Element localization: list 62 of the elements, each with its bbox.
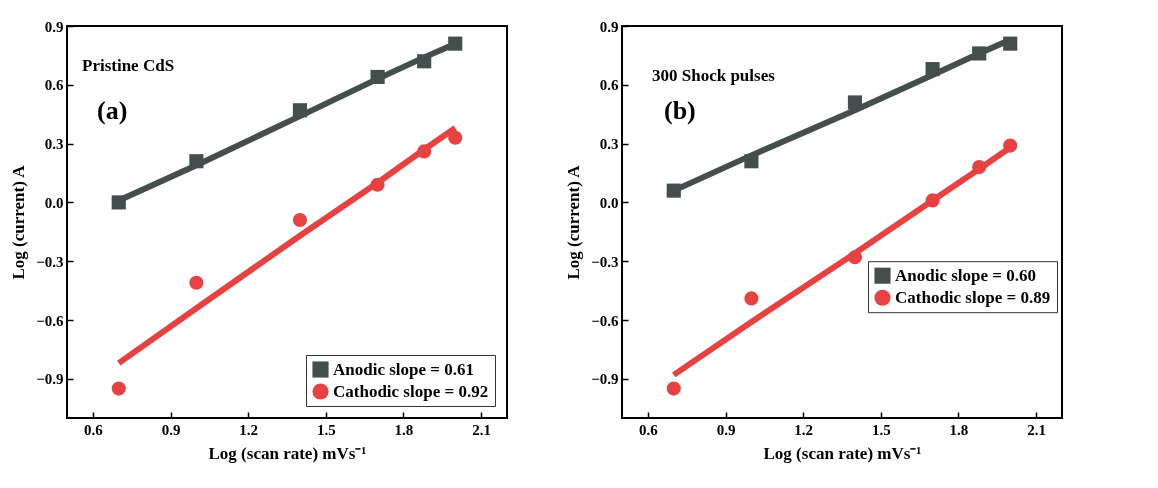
x-tick-label: 1.5	[871, 421, 891, 438]
y-tick-label: 0.9	[44, 18, 64, 35]
y-tick-label: −0.3	[591, 253, 619, 270]
x-axis-title: Log (scan rate) mVs⁻¹	[763, 443, 922, 463]
y-tick-label: 0.6	[599, 77, 619, 94]
point	[925, 193, 940, 208]
y-tick-label: −0.6	[591, 312, 619, 329]
point	[292, 103, 308, 118]
point	[744, 291, 759, 306]
legend-label: Anodic slope = 0.60	[895, 265, 1036, 285]
y-axis-title: Log (current) A	[9, 164, 29, 280]
y-tick-label: 0.0	[44, 194, 64, 211]
point	[189, 154, 204, 169]
y-tick-label: −0.6	[36, 312, 64, 329]
x-tick-label: 1.8	[949, 421, 969, 438]
y-tick-label: 0.0	[599, 194, 619, 211]
x-tick-label: 2.1	[1027, 421, 1046, 438]
point	[448, 130, 463, 145]
legend-label: Anodic slope = 0.61	[333, 359, 474, 379]
point	[292, 212, 308, 228]
point	[972, 160, 987, 175]
point	[847, 250, 863, 265]
y-tick-label: 0.9	[599, 18, 619, 35]
y-tick-label: 0.3	[599, 136, 619, 153]
legend-label: Cathodic slope = 0.92	[333, 381, 489, 401]
y-tick-label: −0.9	[591, 371, 619, 388]
x-tick-label: 1.2	[239, 421, 259, 438]
point	[111, 381, 126, 396]
point	[666, 183, 681, 198]
x-tick-label: 1.8	[394, 421, 414, 438]
x-axis-title: Log (scan rate) mVs⁻¹	[208, 443, 367, 463]
y-tick-label: −0.3	[36, 253, 64, 270]
point	[370, 177, 385, 192]
annotation: (a)	[97, 96, 128, 125]
x-tick-label: 0.9	[716, 421, 736, 438]
x-tick-label: 2.1	[472, 421, 491, 438]
y-tick-label: −0.9	[36, 371, 64, 388]
point	[925, 62, 940, 77]
point	[448, 36, 463, 51]
y-tick-label: 0.6	[44, 77, 64, 94]
x-tick-label: 0.9	[161, 421, 181, 438]
annotation: (b)	[664, 96, 696, 125]
x-tick-label: 1.2	[794, 421, 814, 438]
annotation: 300 Shock pulses	[652, 66, 776, 85]
point	[370, 69, 385, 85]
y-tick-label: 0.3	[44, 136, 64, 153]
point	[972, 46, 987, 61]
point	[1003, 36, 1018, 51]
y-axis-title: Log (current) A	[564, 164, 584, 280]
x-tick-label: 1.5	[316, 421, 336, 438]
point	[744, 154, 759, 169]
x-tick-label: 0.6	[84, 421, 104, 438]
annotation: Pristine CdS	[82, 56, 175, 75]
point	[666, 381, 681, 396]
point	[1003, 138, 1018, 153]
point	[417, 54, 432, 69]
x-tick-label: 0.6	[639, 421, 659, 438]
point	[111, 195, 126, 210]
legend-label: Cathodic slope = 0.89	[895, 287, 1051, 307]
point	[189, 275, 204, 290]
point	[847, 95, 863, 110]
point	[417, 144, 432, 159]
